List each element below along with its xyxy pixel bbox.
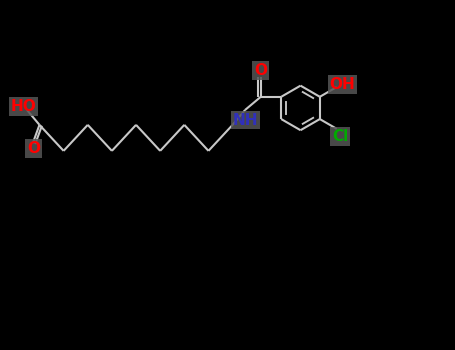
Text: Cl: Cl	[332, 129, 349, 144]
Text: OH: OH	[329, 77, 355, 92]
Text: O: O	[254, 63, 267, 78]
Text: HO: HO	[10, 99, 36, 114]
Text: NH: NH	[233, 113, 258, 128]
Text: O: O	[27, 141, 40, 156]
